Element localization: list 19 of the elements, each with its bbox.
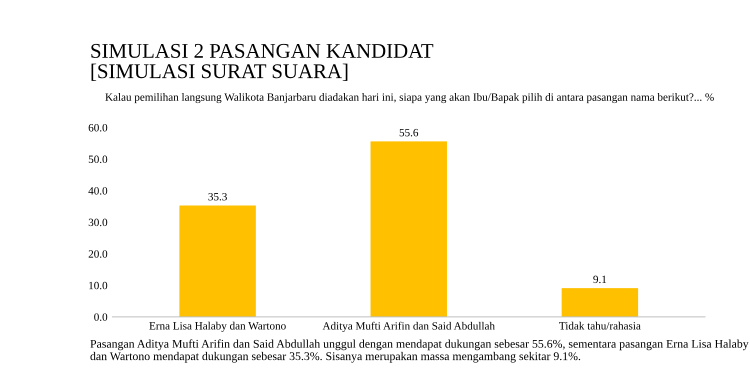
data-label: 9.1 — [593, 276, 606, 284]
x-tick-label: Tidak tahu/rahasia — [559, 322, 641, 330]
text: Pasangan Aditya Mufti Arifin dan Said Abdullah unggul dengan mendapat dukungan sebesar 55.6%, sementara pasangan Erna Lisa Halaby dan Wartono mendapat dukungan sebesar 35.3%. Sisanya merupakan massa mengambang sekitar 9.1%. — [90, 339, 749, 363]
y-tick-label: 0.0 — [94, 313, 108, 321]
bar — [370, 141, 447, 317]
bar — [179, 205, 256, 317]
y-tick-label: 20.0 — [88, 250, 108, 258]
data-label: 55.6 — [400, 128, 418, 136]
bar — [562, 288, 638, 317]
y-tick-label: 60.0 — [88, 124, 108, 132]
y-tick-label: 30.0 — [88, 218, 108, 226]
y-tick-label: 10.0 — [89, 282, 108, 290]
chart-title: SIMULASI 2 PASANGAN KANDIDAT [SIMULASI SURAT SUARA] — [91, 44, 434, 81]
chart-subtitle: Kalau pemilihan langsung Walikota Banjarbaru diadakan hari ini, siapa yang akan Ibu/Bapak pilih di antara pasangan nama berikut?... % — [105, 93, 714, 104]
data-label: 35.3 — [208, 192, 227, 200]
x-tick-label: Erna Lisa Halaby dan Wartono — [149, 322, 286, 332]
y-tick-label: 40.0 — [88, 187, 108, 195]
y-tick-label: 50.0 — [88, 156, 108, 164]
x-tick-label: Aditya Mufti Arifin dan Said Abdullah — [322, 322, 495, 332]
